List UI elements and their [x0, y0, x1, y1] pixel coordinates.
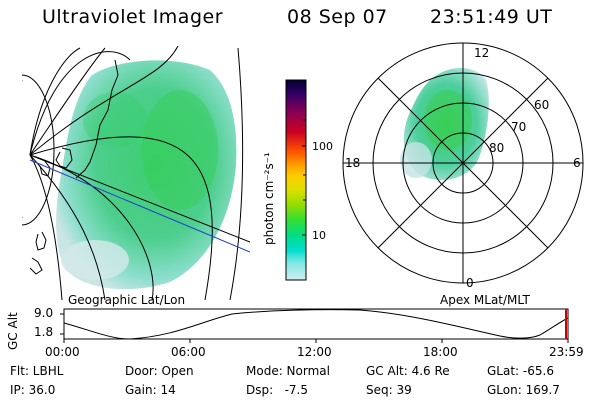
colorbar-title: photon cm⁻²s⁻¹ [262, 152, 276, 245]
footprint-tracks [29, 154, 250, 253]
mlat-label-60: 60 [534, 98, 550, 112]
timeline-xtick-0000: 00:00 [45, 345, 80, 359]
polar-emission-image [400, 67, 489, 180]
info-mode: Mode: Normal [246, 364, 330, 378]
info-glat: GLat: -65.6 [487, 364, 554, 378]
timeline-xtick-2359: 23:59 [549, 345, 584, 359]
polar-map [342, 42, 584, 284]
polar-grid [342, 42, 584, 284]
date-label: 08 Sep 07 [287, 6, 388, 28]
mlt-label-midnight: 0 [466, 276, 474, 290]
info-glon: GLon: 169.7 [487, 383, 560, 397]
mlat-label-70: 70 [511, 120, 527, 134]
coastline [29, 59, 119, 275]
colorbar-tick-100: 100 [312, 140, 333, 153]
mlt-label-dawn: 6 [573, 156, 581, 170]
mlat-label-80: 80 [489, 141, 505, 155]
info-ip: IP: 36.0 [10, 383, 56, 397]
info-dsp: Dsp: -7.5 [246, 383, 309, 397]
info-gc-alt: GC Alt: 4.6 Re [366, 364, 450, 378]
mlt-label-dusk: 18 [345, 156, 361, 170]
info-gain: Gain: 14 [125, 383, 176, 397]
timeline-xtick-1800: 18:00 [423, 345, 458, 359]
time-label: 23:51:49 UT [430, 6, 553, 28]
timeline-xtick-0600: 06:00 [171, 345, 206, 359]
info-filter: Flt: LBHL [10, 364, 64, 378]
latlon-grid [22, 46, 243, 300]
altitude-timeline [60, 308, 569, 343]
info-seq: Seq: 39 [366, 383, 412, 397]
geographic-map [22, 46, 250, 300]
instrument-title: Ultraviolet Imager [42, 6, 224, 28]
timeline-ytick-high: 9.0 [34, 306, 54, 320]
colorbar [285, 79, 307, 281]
timeline-xtick-1200: 12:00 [297, 345, 332, 359]
colorbar-tick-10: 10 [312, 229, 326, 242]
timeline-ytick-low: 1.8 [34, 325, 54, 339]
mlt-label-noon: 12 [474, 46, 490, 60]
geographic-map-label: Geographic Lat/Lon [68, 293, 186, 307]
info-door: Door: Open [125, 364, 194, 378]
polar-map-label: Apex MLat/MLT [440, 293, 530, 307]
altitude-curve [63, 309, 569, 340]
timeline-axis-label: GC Alt [6, 312, 20, 350]
